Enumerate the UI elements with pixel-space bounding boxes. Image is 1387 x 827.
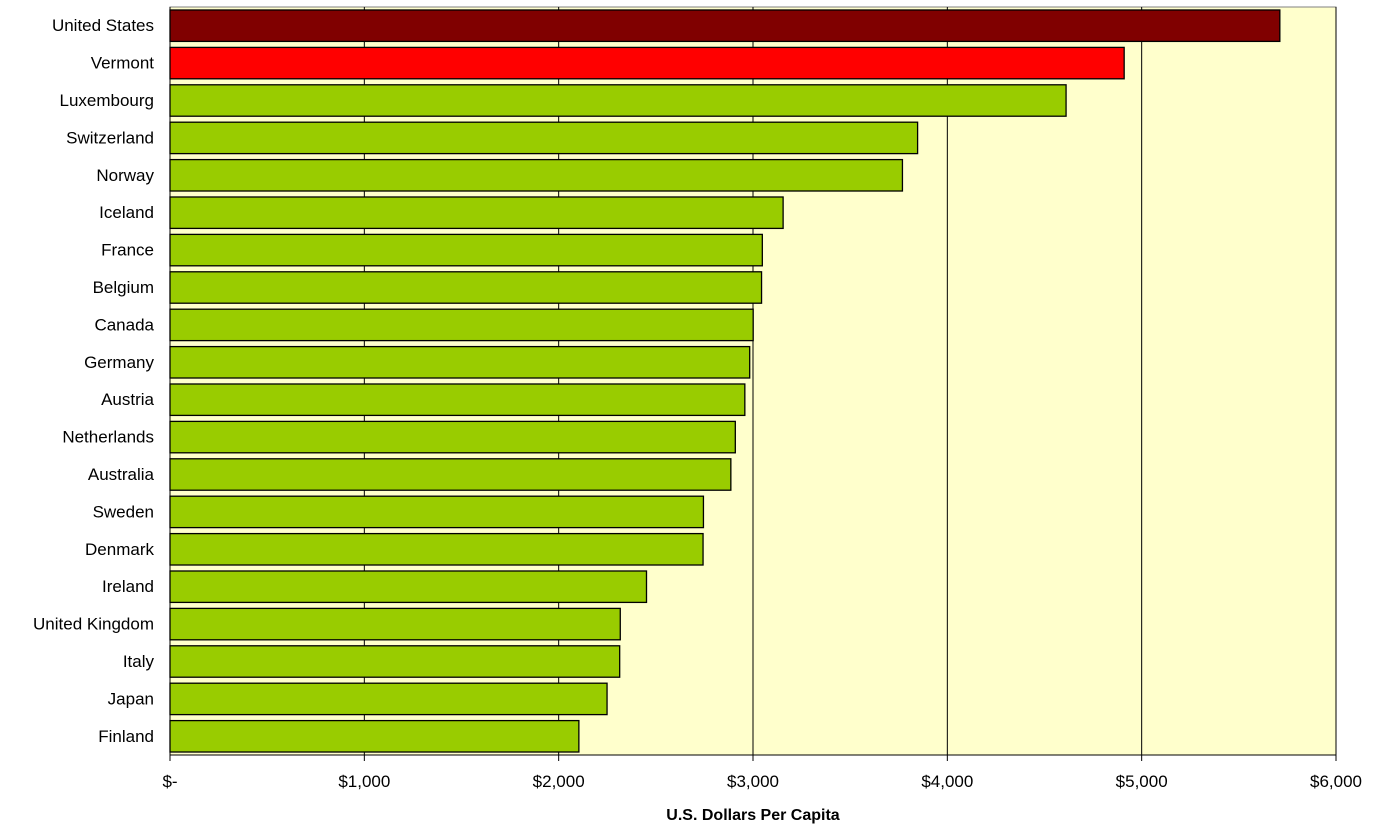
- bar: [169, 420, 736, 454]
- x-tick-label: $4,000: [921, 772, 973, 791]
- bar: [169, 532, 704, 566]
- category-label: Japan: [108, 689, 154, 708]
- bar: [169, 570, 648, 604]
- category-label: France: [101, 241, 154, 260]
- category-label: Italy: [123, 652, 155, 671]
- x-tick-label: $1,000: [338, 772, 390, 791]
- bar: [169, 495, 705, 529]
- bar: [169, 271, 763, 304]
- bar: [169, 458, 732, 491]
- bar: [169, 158, 904, 192]
- category-label: Denmark: [85, 540, 154, 559]
- category-label: Ireland: [102, 577, 154, 596]
- x-tick-label: $3,000: [727, 772, 779, 791]
- x-tick-label: $2,000: [533, 772, 585, 791]
- category-label: Germany: [84, 353, 154, 372]
- bar: [169, 345, 751, 379]
- x-tick-labels: $- $1,000 $2,000 $3,000 $4,000 $5,000 $6,000: [162, 755, 1362, 791]
- bar: [169, 719, 580, 753]
- bar: [169, 233, 763, 267]
- category-label: Finland: [98, 727, 154, 746]
- x-axis-title: U.S. Dollars Per Capita: [666, 807, 839, 824]
- x-tick-label: $6,000: [1310, 772, 1362, 791]
- category-label: Norway: [96, 166, 154, 185]
- category-labels: United States Vermont Luxembourg Switzerlan…: [33, 16, 155, 746]
- bar: [169, 46, 1125, 80]
- category-label: Vermont: [91, 54, 155, 73]
- bar: [169, 607, 621, 641]
- category-label: Belgium: [93, 278, 154, 297]
- bar: [169, 682, 608, 716]
- category-label: Iceland: [99, 203, 154, 222]
- category-label: United States: [52, 16, 154, 35]
- bar: [169, 84, 1067, 117]
- category-label: Netherlands: [62, 428, 154, 447]
- category-label: Austria: [101, 390, 154, 409]
- bar: [169, 645, 621, 678]
- category-label: Australia: [88, 465, 155, 484]
- bar: [169, 121, 919, 155]
- x-tick-label: $5,000: [1116, 772, 1168, 791]
- bar: [169, 9, 1281, 43]
- x-tick-label: $-: [162, 772, 177, 791]
- bars: [169, 9, 1281, 753]
- bar: [169, 383, 746, 417]
- category-label: Switzerland: [66, 128, 154, 147]
- category-label: United Kingdom: [33, 615, 154, 634]
- category-label: Sweden: [93, 502, 154, 521]
- bar: [169, 308, 754, 342]
- category-label: Canada: [94, 315, 154, 334]
- bar: [169, 196, 784, 230]
- category-label: Luxembourg: [59, 91, 154, 110]
